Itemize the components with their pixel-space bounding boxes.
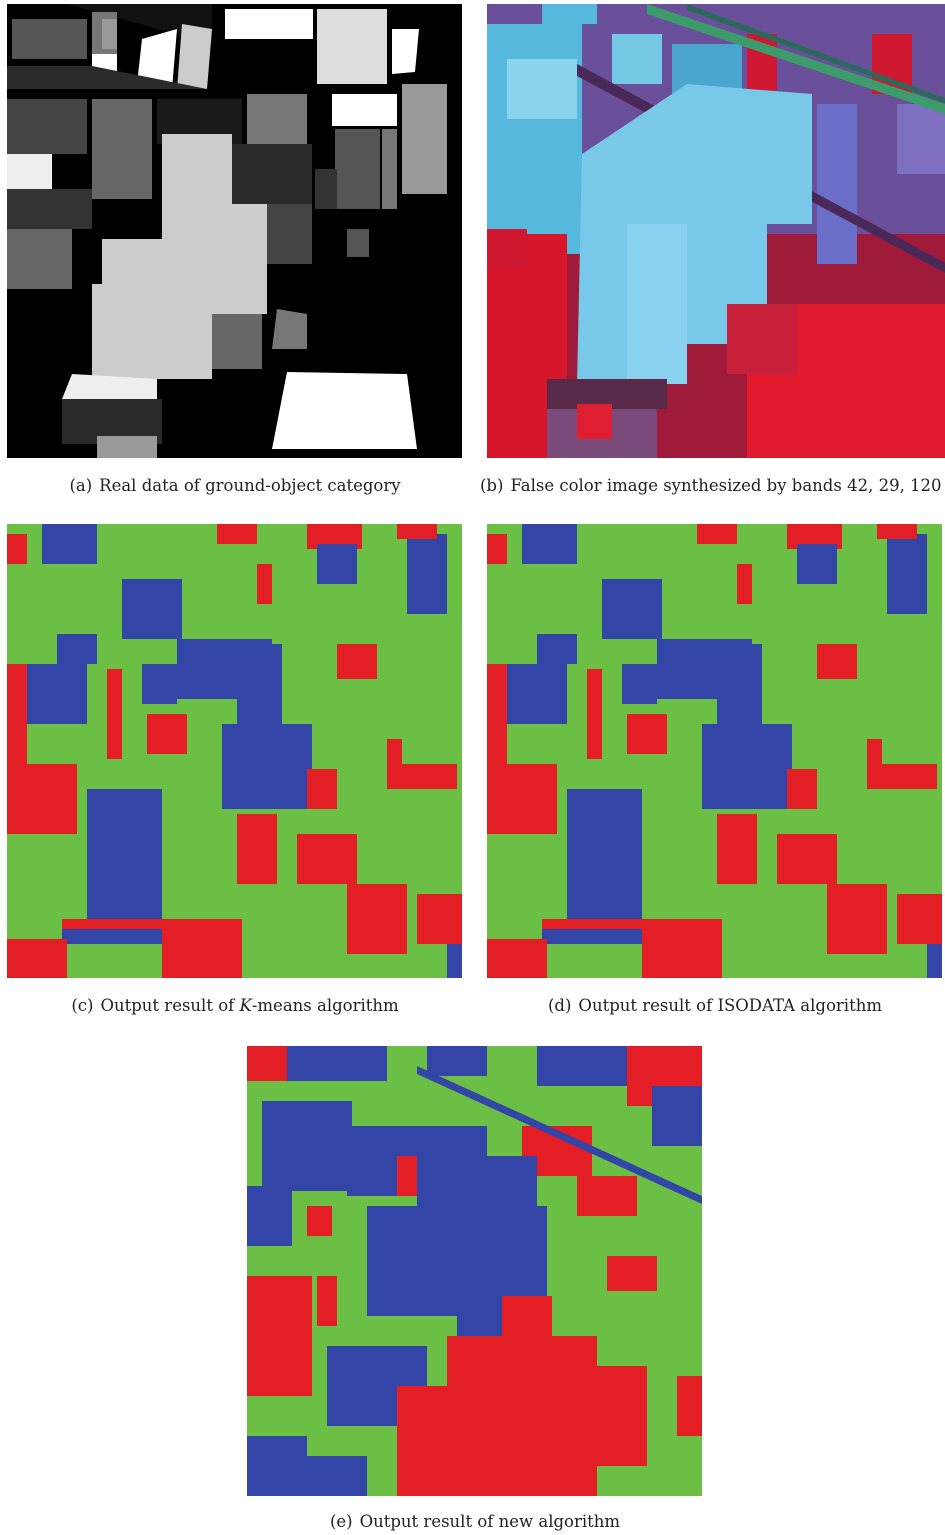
panel-a-ground-truth-image [7,4,462,458]
panel-e-label: (e) [329,1512,353,1531]
panel-a-caption-text: Real data of ground-object category [99,476,401,495]
panel-d-label: (d) [547,996,572,1015]
panel-d-caption: (d) Output result of ISODATA algorithm [505,996,925,1015]
panel-c-label: (c) [71,996,94,1015]
panel-c-kmeans-result-image [7,524,462,978]
panel-d-isodata-result-image [487,524,942,978]
panel-d-caption-text: Output result of ISODATA algorithm [578,996,882,1015]
panel-b-label: (b) [480,476,504,495]
panel-c-caption-prefix: Output result of [100,996,240,1015]
panel-a-label: (a) [69,476,93,495]
panel-b-caption: (b) False color image synthesized by band… [480,476,942,495]
panel-a-caption: (a) Real data of ground-object category [40,476,430,495]
panel-b-false-color-image [487,4,945,458]
panel-e-caption: (e) Output result of new algorithm [280,1512,670,1531]
panel-c-caption-italic: K [239,996,252,1015]
panel-c-caption: (c) Output result of K-means algorithm [40,996,430,1015]
panel-b-caption-text: False color image synthesized by bands 4… [510,476,942,495]
panel-c-caption-suffix: -means algorithm [251,996,399,1015]
panel-e-new-algorithm-result-image [247,1046,702,1496]
panel-e-caption-text: Output result of new algorithm [359,1512,621,1531]
